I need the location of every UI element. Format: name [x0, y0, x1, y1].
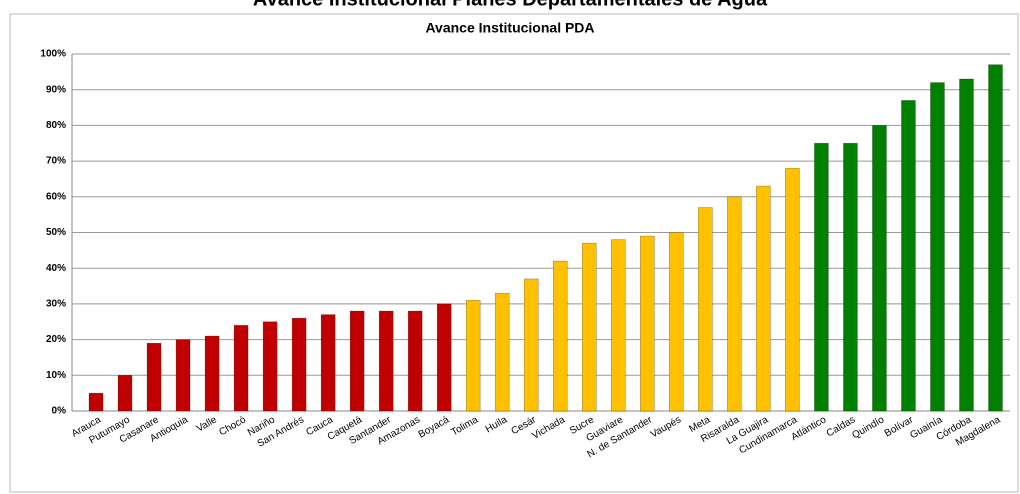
bar	[872, 125, 887, 412]
bar	[727, 196, 742, 412]
bar	[552, 260, 568, 412]
bar	[610, 239, 626, 412]
bar	[465, 300, 481, 412]
bar	[320, 314, 336, 412]
bar	[146, 342, 162, 412]
bar	[901, 100, 916, 412]
y-tick-label: 70%	[46, 156, 66, 167]
bar	[494, 292, 510, 412]
bar	[204, 335, 220, 412]
y-tick-label: 60%	[46, 191, 66, 202]
bar	[988, 64, 1003, 412]
bar	[88, 392, 104, 412]
bar	[814, 142, 829, 412]
bar	[233, 325, 249, 412]
bar	[785, 167, 800, 412]
y-tick-label: 30%	[46, 299, 66, 310]
bar	[756, 185, 771, 412]
bar	[291, 317, 307, 412]
bar	[581, 242, 597, 412]
y-tick-label: 40%	[46, 263, 66, 274]
bar	[930, 82, 945, 412]
bar	[436, 303, 452, 412]
bar	[175, 339, 191, 412]
y-tick-label: 10%	[46, 370, 66, 381]
y-tick-label: 20%	[46, 334, 66, 345]
bar	[349, 310, 365, 412]
bar	[117, 374, 133, 412]
y-tick-label: 0%	[52, 406, 67, 417]
bar	[669, 232, 684, 412]
chart-subtitle: Avance Institucional PDA	[425, 20, 594, 36]
chart-frame	[9, 13, 1019, 493]
y-tick-label: 50%	[46, 227, 66, 238]
bar	[407, 310, 423, 412]
bar	[959, 78, 974, 412]
bar	[378, 310, 394, 412]
bar	[262, 321, 278, 412]
bar	[698, 207, 713, 412]
y-tick-label: 80%	[46, 120, 66, 131]
y-tick-label: 100%	[40, 49, 66, 60]
y-tick-label: 90%	[46, 84, 66, 95]
bar	[843, 142, 858, 412]
bar	[640, 235, 655, 412]
bar	[523, 278, 539, 412]
chart-title: Avance Institucional Planes Departamenta…	[253, 0, 768, 10]
